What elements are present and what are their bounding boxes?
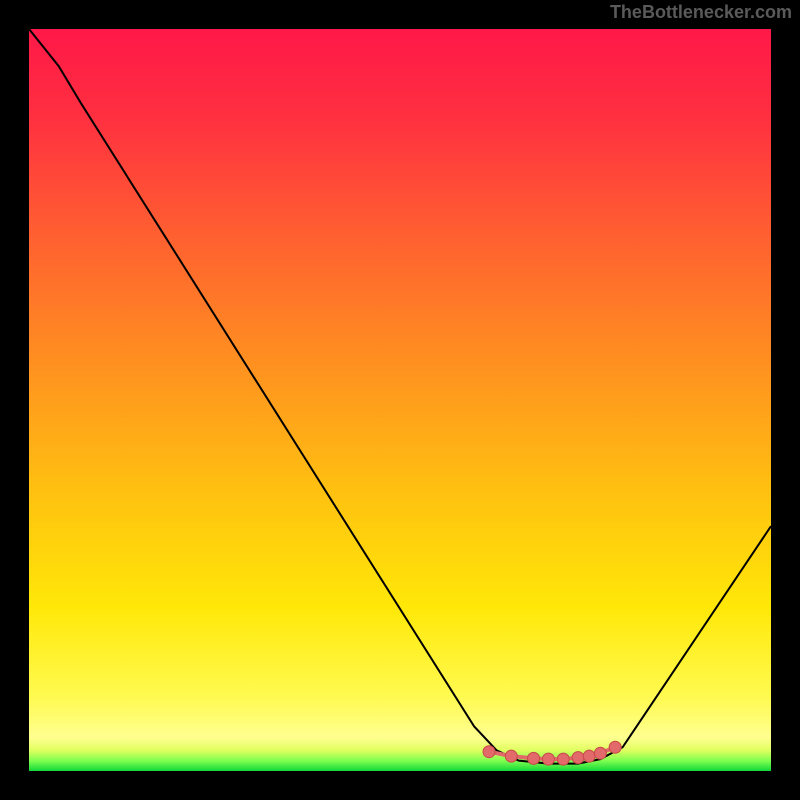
- marker-dot: [557, 753, 569, 765]
- plot-area: [29, 29, 771, 771]
- marker-dot: [609, 741, 621, 753]
- marker-dot: [528, 752, 540, 764]
- gradient-background: [29, 29, 771, 771]
- watermark-text: TheBottlenecker.com: [610, 2, 792, 23]
- plot-svg: [29, 29, 771, 771]
- marker-dot: [483, 746, 495, 758]
- marker-dot: [572, 752, 584, 764]
- chart-container: TheBottlenecker.com: [0, 0, 800, 800]
- marker-dot: [542, 753, 554, 765]
- marker-dot: [594, 747, 606, 759]
- marker-dot: [583, 750, 595, 762]
- marker-dot: [505, 750, 517, 762]
